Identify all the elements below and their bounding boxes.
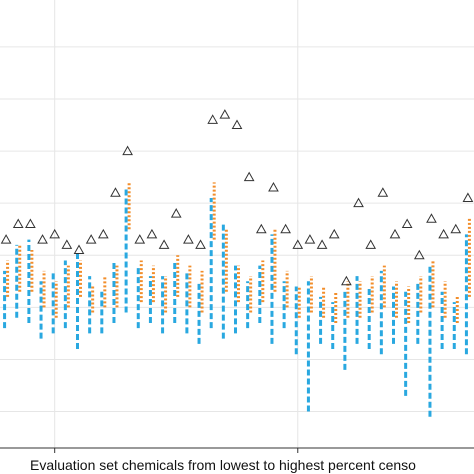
triangle-point (462, 192, 474, 202)
triangle-point (25, 218, 36, 228)
triangle-point (304, 234, 316, 244)
triangle-point (97, 228, 109, 239)
triangle-point (73, 244, 85, 255)
triangle-point (85, 234, 97, 244)
triangle-point (207, 114, 219, 124)
triangle-point (146, 228, 158, 239)
triangle-point (377, 187, 389, 197)
triangle-point (438, 228, 449, 239)
triangle-point (37, 234, 48, 244)
triangle-point (353, 197, 364, 208)
triangle-point (341, 275, 352, 286)
triangle-point (401, 218, 413, 228)
triangle-point (122, 145, 133, 156)
triangle-point (450, 223, 462, 234)
triangle-point (61, 239, 73, 249)
triangle-point (170, 208, 182, 218)
triangle-point (158, 239, 170, 249)
triangle-point (268, 182, 279, 192)
triangle-point (110, 187, 121, 197)
triangle-point (12, 218, 24, 228)
triangle-point (389, 228, 401, 239)
triangle-point (243, 171, 255, 182)
x-axis-label: Evaluation set chemicals from lowest to … (30, 457, 416, 473)
triangle-point (426, 213, 437, 223)
triangle-point (195, 239, 206, 249)
triangle-point (49, 228, 61, 239)
marks (0, 109, 474, 417)
triangle-point (231, 119, 243, 130)
triangle-point (328, 228, 340, 239)
triangle-point (219, 109, 231, 119)
triangle-point (292, 239, 304, 249)
triangle-point (183, 234, 194, 244)
triangle-point (134, 234, 146, 244)
triangle-point (316, 239, 328, 249)
triangle-point (413, 249, 425, 260)
triangle-point (255, 223, 267, 234)
triangle-point (0, 234, 12, 244)
triangle-point (365, 239, 377, 249)
triangle-point (280, 223, 291, 234)
